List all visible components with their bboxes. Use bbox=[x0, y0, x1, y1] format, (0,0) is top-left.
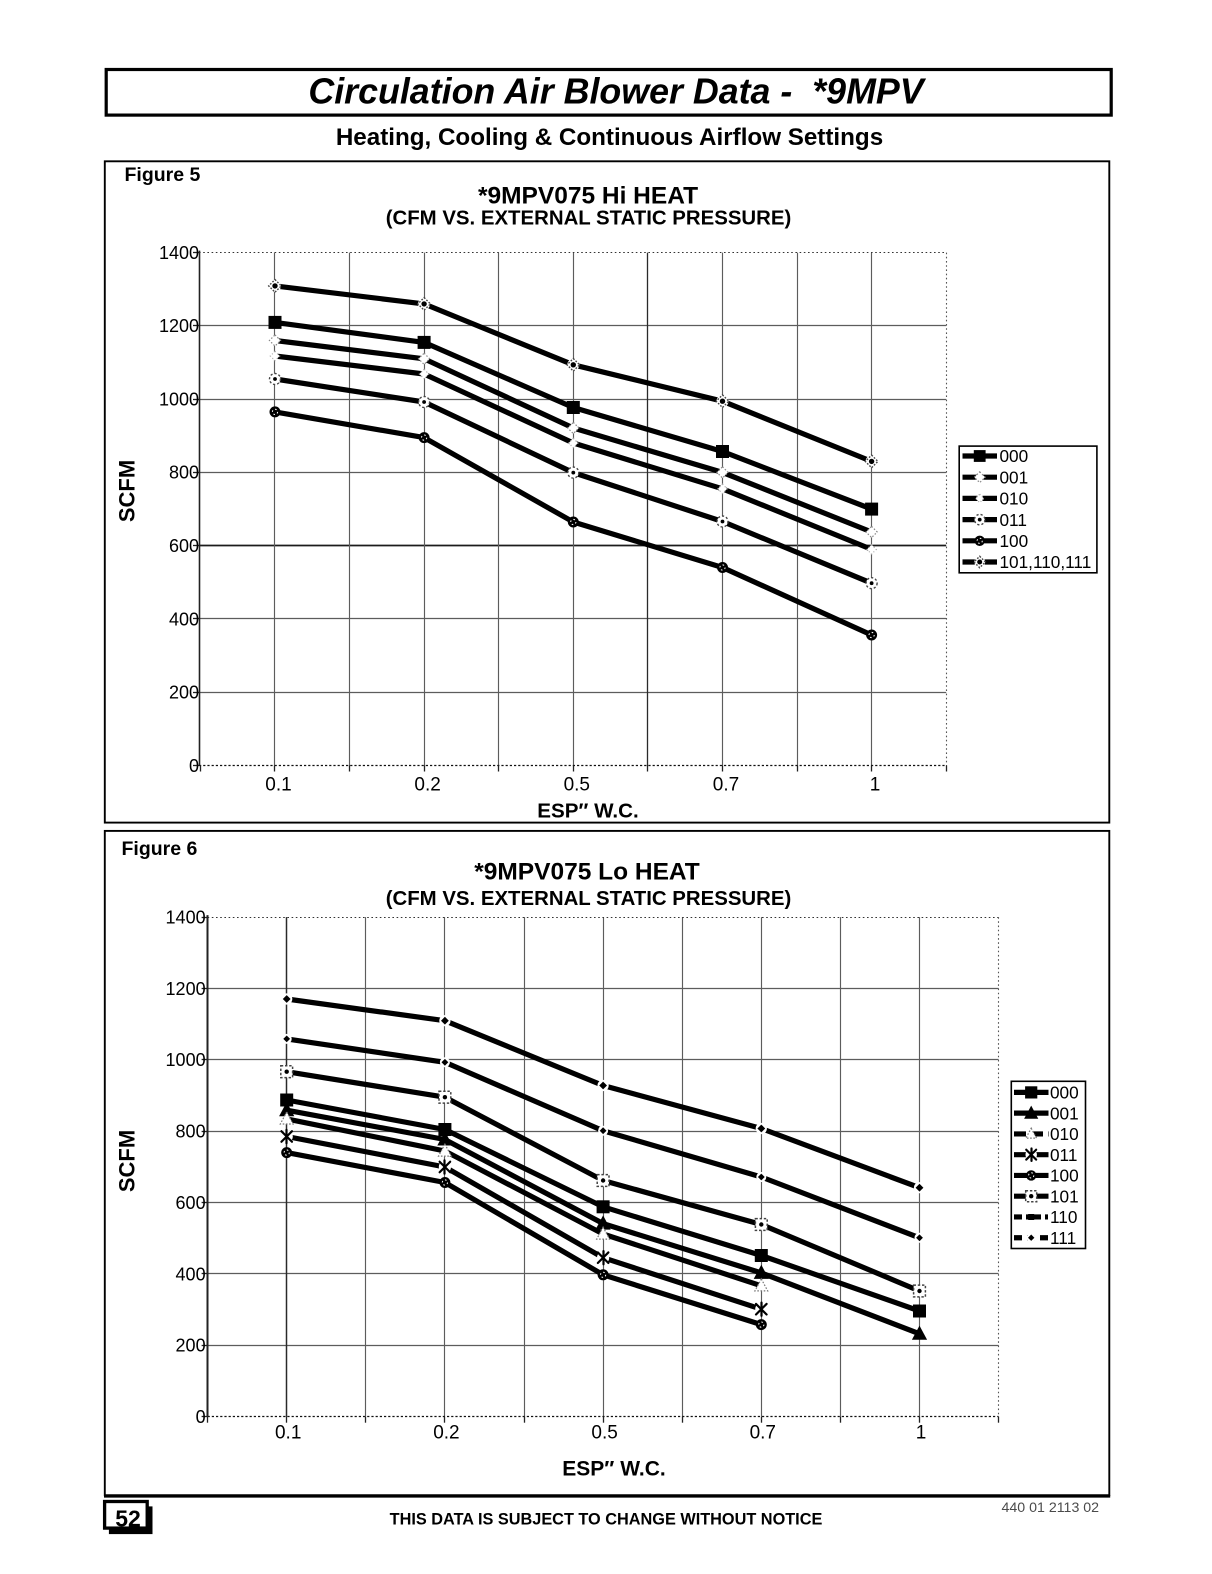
svg-text:600: 600 bbox=[169, 536, 199, 556]
svg-text:1000: 1000 bbox=[159, 389, 199, 409]
svg-text:1000: 1000 bbox=[166, 1050, 206, 1070]
svg-text:0.7: 0.7 bbox=[713, 775, 739, 796]
svg-text:(CFM VS. EXTERNAL STATIC PRESS: (CFM VS. EXTERNAL STATIC PRESSURE) bbox=[386, 888, 792, 910]
svg-text:440 01 2113 02: 440 01 2113 02 bbox=[1002, 1500, 1100, 1516]
svg-text:*9MPV075 Hi HEAT: *9MPV075 Hi HEAT bbox=[478, 183, 698, 210]
svg-text:0.5: 0.5 bbox=[591, 1423, 617, 1444]
svg-text:SCFM: SCFM bbox=[115, 1130, 140, 1192]
svg-text:Circulation Air Blower Data -: Circulation Air Blower Data - *9MPV bbox=[308, 72, 926, 112]
svg-text:400: 400 bbox=[169, 609, 199, 629]
svg-text:800: 800 bbox=[169, 463, 199, 483]
svg-text:THIS DATA IS SUBJECT TO CHANGE: THIS DATA IS SUBJECT TO CHANGE WITHOUT N… bbox=[390, 1511, 823, 1529]
svg-text:1: 1 bbox=[870, 775, 881, 796]
svg-text:0: 0 bbox=[196, 1407, 206, 1427]
svg-text:100: 100 bbox=[1050, 1166, 1079, 1186]
svg-text:001: 001 bbox=[1050, 1103, 1079, 1123]
svg-text:200: 200 bbox=[176, 1336, 206, 1356]
svg-text:0.7: 0.7 bbox=[750, 1423, 776, 1444]
svg-text:111: 111 bbox=[1050, 1228, 1076, 1248]
svg-text:200: 200 bbox=[169, 683, 199, 703]
svg-text:400: 400 bbox=[176, 1264, 206, 1284]
svg-text:Figure 5: Figure 5 bbox=[125, 164, 201, 186]
svg-text:SCFM: SCFM bbox=[115, 460, 140, 522]
svg-text:*9MPV075 Lo HEAT: *9MPV075 Lo HEAT bbox=[474, 859, 700, 886]
svg-text:Figure 6: Figure 6 bbox=[122, 838, 198, 860]
svg-text:010: 010 bbox=[1050, 1124, 1079, 1144]
svg-text:0.5: 0.5 bbox=[564, 775, 590, 796]
svg-text:010: 010 bbox=[1000, 489, 1029, 509]
svg-text:101,110,111: 101,110,111 bbox=[1000, 552, 1092, 572]
svg-text:1400: 1400 bbox=[166, 907, 206, 927]
svg-text:800: 800 bbox=[176, 1122, 206, 1142]
svg-text:011: 011 bbox=[1000, 510, 1027, 530]
svg-text:001: 001 bbox=[1000, 467, 1029, 487]
svg-text:011: 011 bbox=[1050, 1145, 1077, 1165]
svg-text:1: 1 bbox=[916, 1423, 927, 1444]
svg-text:0.1: 0.1 bbox=[265, 775, 291, 796]
svg-text:52: 52 bbox=[115, 1506, 141, 1532]
svg-text:(CFM VS. EXTERNAL STATIC PRESS: (CFM VS. EXTERNAL STATIC PRESSURE) bbox=[386, 208, 792, 230]
svg-text:0.2: 0.2 bbox=[414, 775, 440, 796]
svg-text:ESP″ W.C.: ESP″ W.C. bbox=[562, 1458, 665, 1481]
svg-text:0.2: 0.2 bbox=[433, 1423, 459, 1444]
svg-text:101: 101 bbox=[1050, 1186, 1079, 1206]
svg-text:Heating, Cooling & Continuous: Heating, Cooling & Continuous Airflow Se… bbox=[336, 124, 883, 151]
svg-text:100: 100 bbox=[1000, 531, 1029, 551]
svg-text:000: 000 bbox=[1050, 1083, 1079, 1103]
svg-text:600: 600 bbox=[176, 1193, 206, 1213]
svg-text:1400: 1400 bbox=[159, 243, 199, 263]
svg-text:1200: 1200 bbox=[166, 979, 206, 999]
svg-text:ESP″ W.C.: ESP″ W.C. bbox=[537, 800, 638, 823]
svg-text:110: 110 bbox=[1050, 1207, 1077, 1227]
svg-text:0: 0 bbox=[189, 756, 199, 776]
svg-text:000: 000 bbox=[1000, 446, 1029, 466]
svg-text:1200: 1200 bbox=[159, 316, 199, 336]
svg-text:0.1: 0.1 bbox=[275, 1423, 301, 1444]
